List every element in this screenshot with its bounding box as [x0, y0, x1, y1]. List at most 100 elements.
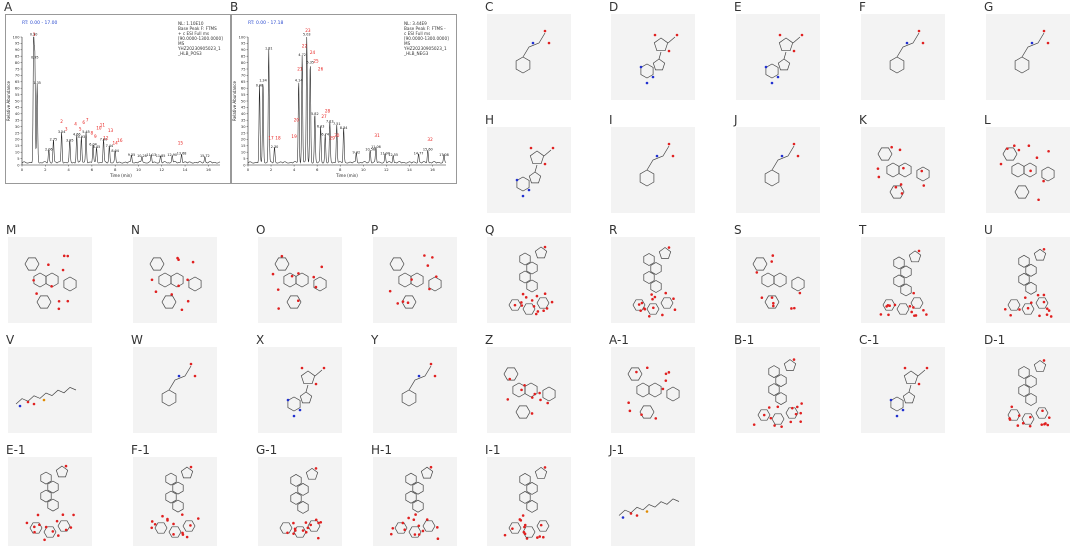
molecule-drawing — [752, 254, 805, 310]
atom-dot — [292, 532, 295, 535]
atom-dot — [177, 374, 181, 378]
peak-label: 5.03 — [303, 33, 311, 37]
panel-label-b: B — [230, 0, 239, 14]
atom-dot — [292, 414, 296, 418]
b-ring — [666, 386, 680, 402]
sugar-ring — [36, 295, 52, 309]
atom-dot — [296, 299, 300, 303]
atom-dot — [795, 405, 799, 409]
y-tick-label: 100 — [13, 35, 21, 39]
atom-dot — [1017, 148, 1021, 152]
structure-label: H-1 — [371, 443, 392, 457]
atom-dot — [417, 374, 421, 378]
peak-label: 11.13 — [146, 153, 156, 157]
sugar-ring — [1007, 409, 1021, 421]
y-tick-label: 35 — [15, 119, 20, 123]
peak-label: 2.30 — [271, 145, 279, 149]
sugar-ring — [293, 526, 307, 538]
y-tick-label: 0 — [243, 163, 246, 167]
atom-dot — [917, 29, 921, 33]
atom-dot — [421, 529, 425, 533]
atom-dot — [413, 533, 417, 536]
atom-dot — [286, 398, 290, 402]
atom-dot — [910, 310, 913, 314]
atom-dot — [667, 371, 671, 374]
steroid-ring — [1025, 393, 1037, 406]
atom-dot — [388, 289, 392, 293]
structure-label: U — [984, 223, 993, 237]
atom-dot — [547, 41, 551, 45]
atom-dot — [150, 526, 154, 530]
peak-annotation: 13 — [108, 128, 114, 133]
peak-annotation: 2 — [60, 119, 63, 124]
structure-label: S — [734, 223, 742, 237]
sugar-ring — [508, 522, 522, 534]
atom-dot — [917, 382, 921, 386]
structure-panel-l: L — [982, 113, 1072, 213]
atom-dot — [520, 301, 523, 304]
peak-label: 0.98 — [256, 84, 264, 88]
structure-image — [736, 237, 820, 323]
y-tick-label: 50 — [15, 99, 20, 103]
x-tick-label: 8 — [114, 167, 117, 172]
atom-dot — [764, 65, 768, 69]
atom-dot — [760, 296, 764, 299]
a-ring — [158, 272, 172, 288]
structure-label: R — [609, 223, 618, 237]
peak-label: 12.55 — [388, 153, 398, 157]
atom-dot — [661, 387, 665, 391]
atom-dot — [773, 424, 776, 427]
atom-dot — [180, 308, 184, 312]
molecule-drawing — [286, 366, 326, 418]
atom-dot — [47, 263, 50, 266]
imidazole-ring — [777, 58, 791, 71]
structure-image — [258, 457, 342, 546]
atom-dot — [72, 513, 75, 517]
peak-annotation: 32 — [427, 137, 433, 142]
a-ring — [33, 272, 47, 288]
sugar-ring — [1021, 413, 1035, 425]
peak-label: 8.34 — [340, 126, 348, 130]
structure-label: E-1 — [6, 443, 26, 457]
c-ring — [1023, 162, 1037, 178]
a-ring — [512, 382, 526, 398]
atom-dot — [153, 522, 157, 526]
molecule-drawing — [889, 366, 929, 418]
y-tick-label: 25 — [15, 131, 20, 135]
peak-label: 5.82 — [311, 112, 319, 116]
alkyl-chain — [618, 498, 680, 516]
atom-dot — [196, 517, 200, 520]
sugar-ring — [889, 185, 905, 199]
atom-dot — [667, 246, 671, 249]
structure-panel-v: V — [4, 333, 114, 433]
atom-dot — [1021, 421, 1025, 425]
atom-dot — [300, 366, 304, 370]
steroid-ring — [650, 262, 662, 275]
atom-dot — [640, 301, 644, 305]
atom-dot — [43, 538, 46, 542]
molecule-drawing — [389, 465, 440, 540]
atom-dot — [799, 420, 802, 423]
atom-dot — [543, 29, 547, 33]
steroid-ring — [1025, 375, 1037, 388]
peak-label: 0.95 — [31, 56, 39, 60]
structure-image — [611, 14, 695, 100]
structure-panel-p: P — [369, 223, 479, 323]
atom-dot — [33, 525, 36, 529]
x-tick-label: 6 — [316, 167, 319, 172]
atom-dot — [1046, 423, 1050, 427]
atom-dot — [879, 313, 883, 316]
structure-panel-i: I — [607, 113, 717, 213]
atom-dot — [51, 530, 55, 533]
peak-annotation: 17 — [268, 136, 274, 141]
atom-dot — [1027, 144, 1031, 148]
structure-image — [986, 237, 1070, 323]
peak-label: 10.28 — [137, 154, 147, 158]
atom-dot — [1017, 414, 1021, 417]
info-line: NL: 3.44E9 — [404, 21, 427, 26]
steroid-ring — [519, 472, 531, 486]
x-tick-label: 4 — [293, 167, 296, 172]
sugar-ring — [764, 295, 780, 309]
atom-dot — [312, 275, 316, 279]
peak-label: 17.08 — [439, 153, 449, 157]
